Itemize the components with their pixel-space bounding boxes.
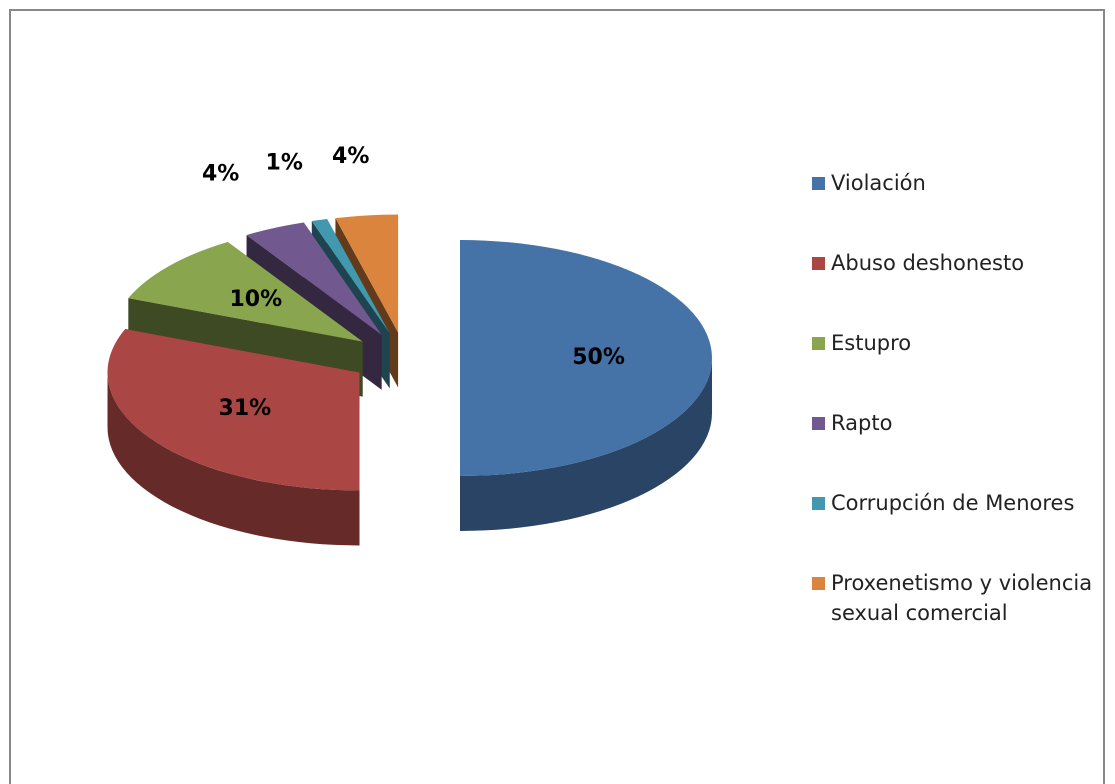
legend-label: Abuso deshonesto [831,251,1025,275]
legend-swatch [812,257,825,270]
legend-swatch [812,177,825,190]
data-label: 1% [266,150,303,175]
legend-item: Corrupción de Menores [812,488,1106,518]
slice-top [246,222,382,335]
legend-label: Rapto [831,411,893,435]
data-label: 50% [572,345,625,370]
data-label: 4% [202,162,239,187]
legend-label: Proxenetismo y violencia sexual comercia… [831,571,1093,625]
legend-item: Violación [812,168,1106,198]
slice-side [107,372,360,546]
legend-swatch [812,497,825,510]
legend-item: Rapto [812,408,1106,438]
data-label: 10% [229,287,282,312]
legend-item: Estupro [812,328,1106,358]
data-label: 4% [332,144,369,169]
legend-label: Violación [831,171,926,195]
slice-top [107,329,360,491]
slice-top [335,214,399,333]
slice [460,240,712,531]
slice-top [460,240,712,476]
slice-top [311,218,390,334]
legend-item: Abuso deshonesto [812,248,1106,278]
legend-swatch [812,577,825,590]
slice [107,329,360,546]
legend-swatch [812,337,825,350]
slice-top [128,241,363,342]
data-label: 31% [219,396,272,421]
slice-side [460,358,712,531]
legend-swatch [812,417,825,430]
legend-item: Proxenetismo y violencia sexual comercia… [812,568,1106,628]
legend-label: Corrupción de Menores [831,491,1075,515]
legend-label: Estupro [831,331,912,355]
